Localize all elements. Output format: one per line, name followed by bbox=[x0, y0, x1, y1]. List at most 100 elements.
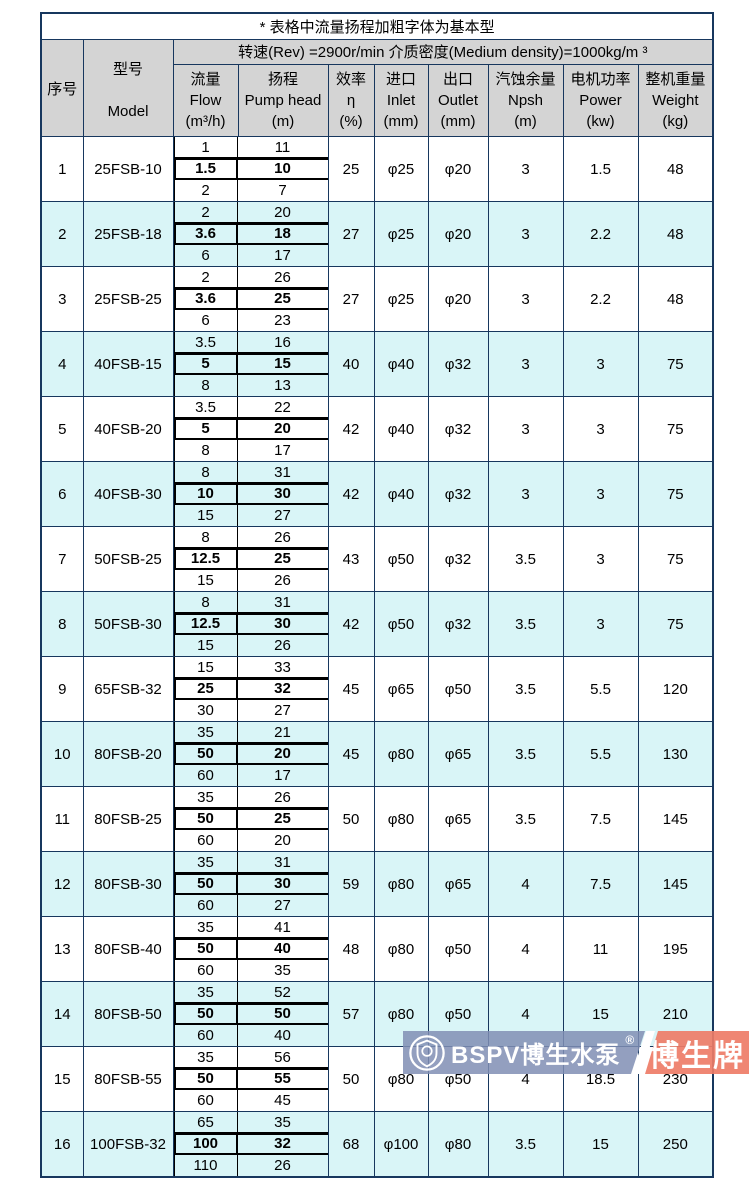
inlet-value: φ50 bbox=[373, 526, 429, 592]
row-seq: 15 bbox=[40, 1046, 84, 1112]
outlet-value: φ50 bbox=[427, 981, 489, 1047]
head-value: 25 bbox=[237, 548, 327, 570]
head-value: 35 bbox=[274, 961, 291, 979]
flow-head-cell: 1 11 1.5 10 2 7 bbox=[172, 136, 329, 202]
npsh-value: 3.5 bbox=[487, 1111, 564, 1178]
flow-head-cell: 3.5 22 5 20 8 17 bbox=[172, 396, 329, 462]
flow-value: 15 bbox=[174, 657, 238, 679]
flow-value: 110 bbox=[174, 1154, 238, 1176]
flow-value: 8 bbox=[174, 592, 238, 614]
inlet-value: φ100 bbox=[373, 1111, 429, 1178]
flow-value: 15 bbox=[174, 634, 238, 656]
head-value: 20 bbox=[237, 743, 327, 765]
flow-value: 35 bbox=[174, 852, 238, 874]
col-header-model-en: Model bbox=[107, 103, 149, 120]
pump-row: 4 40FSB-15 3.5 16 5 15 8 13 40 φ40 φ32 3 3 75 bbox=[40, 331, 714, 397]
efficiency-value: 42 bbox=[327, 396, 375, 462]
pump-row: 1 25FSB-10 1 11 1.5 10 2 7 25 φ25 φ20 3 1.5 48 bbox=[40, 136, 714, 202]
flow-value: 50 bbox=[174, 1003, 238, 1025]
flow-value: 100 bbox=[174, 1133, 238, 1155]
head-value: 25 bbox=[237, 808, 327, 830]
pump-spec-sheet: * 表格中流量扬程加粗字体为基本型 序号 型号 Model 转速(Rev) =2… bbox=[40, 12, 715, 1178]
row-model: 100FSB-32 bbox=[82, 1111, 174, 1178]
weight-value: 145 bbox=[637, 786, 714, 852]
row-seq: 2 bbox=[40, 201, 84, 267]
flow-value: 8 bbox=[174, 374, 238, 396]
row-seq: 9 bbox=[40, 656, 84, 722]
weight-label-en: Weight bbox=[652, 91, 699, 109]
inlet-value: φ80 bbox=[373, 786, 429, 852]
flow-head-cell: 2 26 3.6 25 6 23 bbox=[172, 266, 329, 332]
pump-row: 13 80FSB-40 35 41 50 40 60 35 48 φ80 φ50 4 11 195 bbox=[40, 916, 714, 982]
head-label-cn: 扬程 bbox=[267, 70, 298, 88]
weight-value: 75 bbox=[637, 526, 714, 592]
flow-value: 2 bbox=[174, 202, 238, 224]
eff-label-unit: (%) bbox=[339, 112, 363, 130]
head-value: 30 bbox=[237, 873, 327, 895]
flow-head-cell: 8 31 12.5 30 15 26 bbox=[172, 591, 329, 657]
outlet-label-unit: (mm) bbox=[440, 112, 476, 130]
npsh-value: 3 bbox=[487, 201, 564, 267]
head-value: 31 bbox=[237, 853, 327, 874]
inlet-label-en: Inlet bbox=[386, 91, 416, 109]
flow-value: 1.5 bbox=[174, 158, 238, 180]
head-value: 31 bbox=[237, 463, 327, 484]
flow-label-en: Flow bbox=[189, 91, 222, 109]
efficiency-value: 27 bbox=[327, 201, 375, 267]
head-value: 41 bbox=[237, 918, 327, 939]
pump-row: 2 25FSB-18 2 20 3.6 18 6 17 27 φ25 φ20 3 2.2 48 bbox=[40, 201, 714, 267]
row-seq: 13 bbox=[40, 916, 84, 982]
npsh-value: 3 bbox=[487, 266, 564, 332]
flow-value: 60 bbox=[174, 959, 238, 981]
weight-value: 48 bbox=[637, 201, 714, 267]
head-value: 17 bbox=[274, 766, 291, 784]
head-value: 7 bbox=[278, 181, 287, 199]
flow-value: 3.5 bbox=[174, 332, 238, 354]
power-value: 7.5 bbox=[562, 786, 639, 852]
flow-value: 30 bbox=[174, 699, 238, 721]
npsh-value: 3.5 bbox=[487, 721, 564, 787]
row-model: 80FSB-30 bbox=[82, 851, 174, 917]
head-value: 22 bbox=[237, 398, 327, 419]
row-seq: 11 bbox=[40, 786, 84, 852]
flow-head-subgrid: 35 31 50 30 60 27 bbox=[174, 852, 327, 916]
outlet-value: φ20 bbox=[427, 136, 489, 202]
speed-density-header: 转速(Rev) =2900r/min 介质密度(Medium density)=… bbox=[172, 39, 714, 65]
flow-value: 25 bbox=[174, 678, 238, 700]
inlet-value: φ50 bbox=[373, 591, 429, 657]
flow-head-cell: 8 26 12.5 25 15 26 bbox=[172, 526, 329, 592]
row-model: 80FSB-40 bbox=[82, 916, 174, 982]
outlet-label-cn: 出口 bbox=[442, 70, 473, 88]
head-value: 40 bbox=[237, 938, 327, 960]
flow-value: 60 bbox=[174, 894, 238, 916]
row-model: 80FSB-55 bbox=[82, 1046, 174, 1112]
power-label-unit: (kw) bbox=[586, 112, 615, 130]
weight-value: 75 bbox=[637, 461, 714, 527]
flow-head-subgrid: 15 33 25 32 30 27 bbox=[174, 657, 327, 721]
head-value: 26 bbox=[237, 268, 327, 289]
npsh-label-en: Npsh bbox=[507, 91, 544, 109]
head-value: 10 bbox=[237, 158, 327, 180]
head-value: 32 bbox=[237, 678, 327, 700]
row-seq: 16 bbox=[40, 1111, 84, 1178]
efficiency-value: 42 bbox=[327, 461, 375, 527]
efficiency-value: 68 bbox=[327, 1111, 375, 1178]
head-value: 52 bbox=[237, 983, 327, 1004]
head-value: 20 bbox=[237, 418, 327, 440]
weight-value: 48 bbox=[637, 266, 714, 332]
head-value: 15 bbox=[237, 353, 327, 375]
row-model: 50FSB-25 bbox=[82, 526, 174, 592]
head-value: 50 bbox=[237, 1003, 327, 1025]
inlet-value: φ80 bbox=[373, 916, 429, 982]
flow-head-subgrid: 3.5 22 5 20 8 17 bbox=[174, 397, 327, 461]
power-label-cn: 电机功率 bbox=[570, 70, 631, 88]
row-model: 25FSB-10 bbox=[82, 136, 174, 202]
flow-value: 50 bbox=[174, 873, 238, 895]
npsh-value: 3 bbox=[487, 396, 564, 462]
flow-value: 10 bbox=[174, 483, 238, 505]
flow-head-subgrid: 8 31 10 30 15 27 bbox=[174, 462, 327, 526]
npsh-label-unit: (m) bbox=[514, 112, 537, 130]
inlet-value: φ65 bbox=[373, 656, 429, 722]
flow-head-cell: 3.5 16 5 15 8 13 bbox=[172, 331, 329, 397]
col-header-inlet: 进口 Inlet (mm) bbox=[373, 63, 429, 138]
